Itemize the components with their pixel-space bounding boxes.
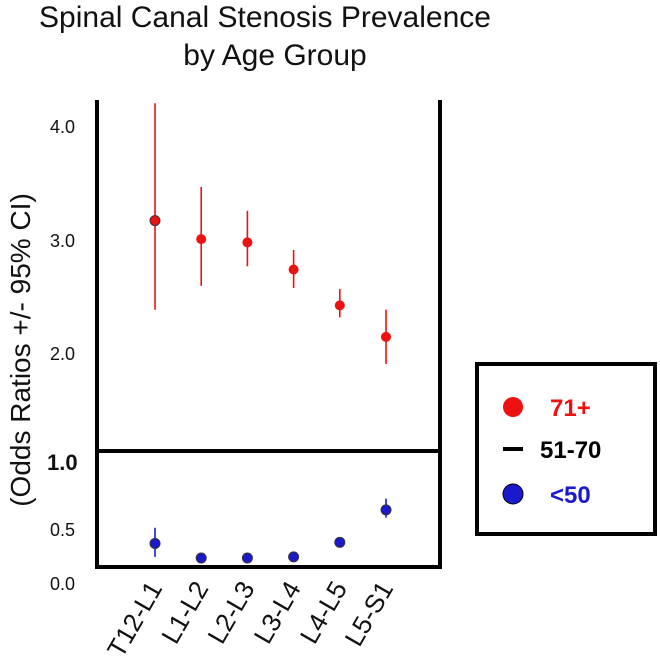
upper-tick-label-2: 4.0 [50, 117, 75, 137]
chart-title-line1: Spinal Canal Stenosis Prevalence [39, 1, 491, 34]
point-under50-2 [241, 552, 253, 564]
legend-label-71plus: 71+ [550, 395, 591, 422]
point-under50-0 [149, 537, 161, 549]
point-71plus-1 [196, 234, 207, 245]
x-tick-label-5: L5-S1 [339, 576, 400, 651]
point-71plus-5 [381, 331, 391, 342]
point-under50-4 [334, 536, 346, 548]
legend-label-under50: <50 [550, 482, 591, 509]
point-71plus-3 [288, 264, 299, 275]
data-marks [149, 103, 392, 564]
chart-title-line2: by Age Group [183, 39, 366, 72]
point-71plus-4 [334, 300, 345, 311]
lower-tick-label-1: 0.5 [50, 520, 75, 540]
reference-tick-label: 1.0 [47, 450, 78, 475]
upper-tick-label-1: 3.0 [50, 231, 75, 251]
y-axis-label: (Odds Ratios +/- 95% CI) [5, 193, 36, 507]
legend-marker-under50 [502, 483, 524, 505]
x-tick-label-1: L1-L2 [155, 576, 214, 649]
point-under50-1 [195, 552, 207, 564]
upper-tick-label-0: 2.0 [50, 344, 75, 364]
x-tick-label-2: L2-L3 [201, 576, 260, 649]
point-71plus-0 [149, 215, 161, 227]
x-tick-label-0: T12-L1 [101, 576, 168, 662]
x-tick-label-3: L3-L4 [248, 576, 307, 649]
point-71plus-2 [242, 237, 253, 248]
point-under50-5 [380, 504, 392, 516]
legend-marker-71plus [503, 397, 523, 417]
lower-tick-label-0: 0.0 [50, 574, 75, 594]
legend-label-51-70: 51-70 [540, 437, 601, 464]
point-under50-3 [288, 551, 300, 563]
